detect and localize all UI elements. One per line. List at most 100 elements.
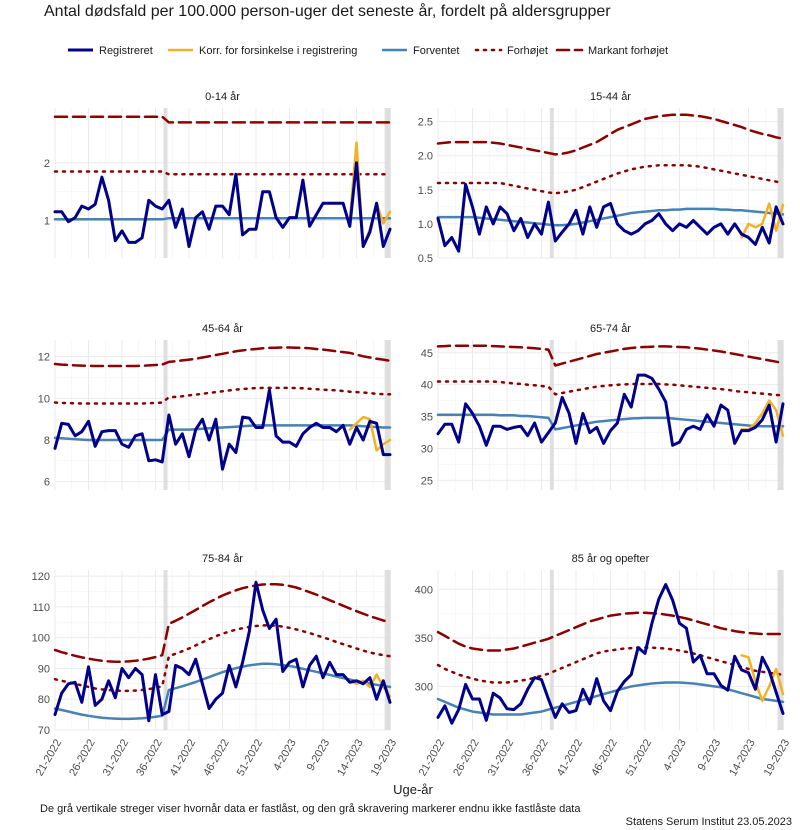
- series-expected-line: [436, 413, 785, 431]
- legend-label-corrected: Korr. for forsinkelse i registrering: [199, 45, 357, 57]
- series-corrected-line: [740, 654, 785, 703]
- x-tick-label: 21-2022: [417, 737, 448, 778]
- caption-left: De grå vertikale streger viser hvornår d…: [40, 803, 581, 815]
- x-tick-label: 46-2022: [201, 737, 232, 778]
- series-registered-line: [53, 388, 392, 471]
- x-tick-label: 31-2022: [486, 737, 517, 778]
- freeze-marker: [384, 108, 391, 258]
- y-tick-label: 30: [421, 444, 433, 456]
- x-tick-label: 46-2022: [589, 737, 620, 778]
- caption-right: Statens Serum Institut 23.05.2023: [626, 816, 792, 828]
- series-markedly-line: [53, 582, 392, 663]
- series-registered-line: [436, 182, 785, 253]
- freeze-marker: [777, 570, 784, 730]
- x-tick-label: 36-2022: [520, 737, 551, 778]
- x-axis-label: Uge-år: [393, 782, 433, 797]
- panel-3: 45-64 år 6 8 10 12: [38, 323, 392, 490]
- series-elevated-line: [436, 646, 785, 684]
- series-expected-line: [53, 424, 392, 442]
- series-markedly-line: [53, 115, 392, 124]
- y-tick-label: 40: [421, 380, 433, 392]
- x-tick-label: 19-2023: [762, 737, 793, 778]
- freeze-marker: [777, 108, 784, 258]
- x-tick-label: 36-2022: [134, 737, 165, 778]
- series-registered-line: [53, 580, 392, 723]
- y-tick-label: 350: [415, 633, 433, 645]
- y-tick-label: 90: [38, 663, 50, 675]
- y-tick-label: 12: [38, 352, 50, 364]
- legend-label-registered: Registreret: [99, 45, 153, 57]
- series-registered-line: [436, 373, 785, 447]
- series-registered-line: [436, 583, 785, 725]
- x-tick-label: 4-2023: [271, 737, 299, 773]
- panel-5: 75-84 år 70 80 90 100 110 120 21-2022 26-2022 31-…: [32, 553, 400, 778]
- x-tick-label: 51-2022: [235, 737, 266, 778]
- x-tick-label: 14-2023: [335, 737, 366, 778]
- series-corrected-line: [348, 673, 392, 698]
- x-tick-label: 19-2023: [369, 737, 400, 778]
- legend: Registreret Korr. for forsinkelse i regis…: [68, 45, 668, 57]
- y-tick-label: 300: [415, 681, 433, 693]
- series-markedly-line: [436, 611, 785, 652]
- y-tick-label: 1: [44, 216, 50, 228]
- series-elevated-line: [436, 380, 785, 397]
- series-expected-line: [53, 216, 392, 221]
- legend-label-markedly: Markant forhøjet: [588, 45, 668, 57]
- y-tick-label: 0.5: [418, 253, 433, 265]
- series-registered-line: [53, 161, 392, 248]
- panel-title: 75-84 år: [202, 553, 243, 565]
- y-tick-label: 100: [32, 633, 50, 645]
- x-tick-label: 4-2023: [661, 737, 689, 773]
- freeze-marker: [163, 570, 168, 730]
- y-tick-label: 2: [44, 158, 50, 170]
- y-tick-label: 80: [38, 694, 50, 706]
- y-tick-label: 2.0: [418, 151, 433, 163]
- y-tick-label: 45: [421, 348, 433, 360]
- y-tick-label: 35: [421, 412, 433, 424]
- series-elevated-line: [53, 386, 392, 405]
- series-markedly-line: [436, 344, 785, 367]
- panel-title: 85 år og opefter: [572, 553, 650, 565]
- x-tick-label: 26-2022: [451, 737, 482, 778]
- y-tick-label: 400: [415, 584, 433, 596]
- legend-label-elevated: Forhøjet: [507, 45, 548, 57]
- y-tick-label: 70: [38, 725, 50, 737]
- y-tick-label: 110: [32, 602, 50, 614]
- freeze-marker: [549, 570, 554, 730]
- panel-title: 65-74 år: [590, 323, 631, 335]
- freeze-marker: [163, 108, 168, 258]
- freeze-marker: [384, 340, 391, 490]
- y-tick-label: 1.0: [418, 219, 433, 231]
- series-expected-line: [53, 662, 392, 721]
- series-corrected-line: [740, 202, 785, 239]
- panel-2: 15-44 år 0.5 1.0 1.5 2.0 2.5: [418, 91, 785, 265]
- x-tick-label: 41-2022: [555, 737, 586, 778]
- panel-title: 15-44 år: [590, 91, 631, 103]
- panel-title: 0-14 år: [205, 91, 240, 103]
- x-tick-label: 9-2023: [305, 737, 333, 773]
- x-tick-label: 41-2022: [168, 737, 199, 778]
- chart-title: Antal dødsfald per 100.000 person-uger d…: [44, 2, 611, 20]
- x-tick-label: 51-2022: [624, 737, 655, 778]
- panel-1: 0-14 år 1 2: [44, 91, 392, 258]
- x-tick-label: 9-2023: [696, 737, 724, 773]
- freeze-marker: [163, 340, 168, 490]
- y-tick-label: 8: [44, 435, 50, 447]
- series-markedly-line: [436, 113, 785, 156]
- freeze-marker: [384, 570, 391, 730]
- freeze-marker: [549, 340, 554, 490]
- y-tick-label: 120: [32, 571, 50, 583]
- x-tick-label: 14-2023: [727, 737, 758, 778]
- y-tick-label: 10: [38, 393, 50, 405]
- series-markedly-line: [53, 346, 392, 368]
- y-tick-label: 25: [421, 475, 433, 487]
- series-elevated-line: [53, 170, 392, 176]
- freeze-marker: [549, 108, 554, 258]
- series-corrected-line: [348, 415, 392, 452]
- x-tick-label: 21-2022: [34, 737, 65, 778]
- panel-4: 65-74 år 25 30 35 40 45: [421, 323, 785, 490]
- x-tick-label: 26-2022: [67, 737, 98, 778]
